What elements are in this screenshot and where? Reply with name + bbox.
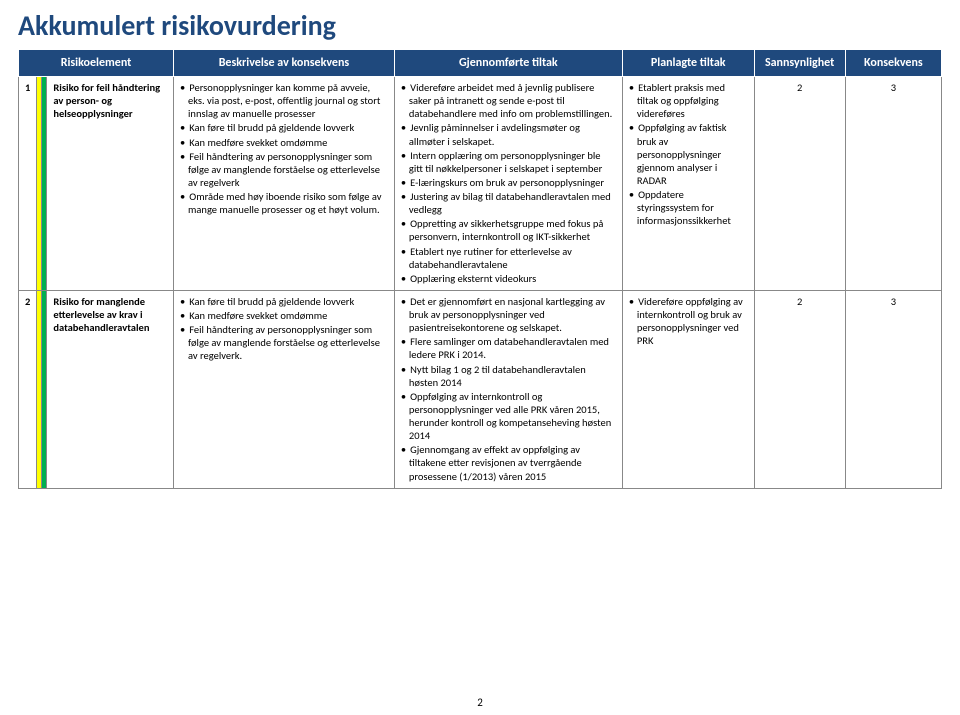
risk-element: Risiko for manglende etterlevelse av kra… <box>47 290 174 488</box>
plan-cell: Etablert praksis med tiltak og oppfølgin… <box>622 77 754 291</box>
list-item: Etablert nye rutiner for etterlevelse av… <box>401 245 616 271</box>
list-item: Feil håndtering av personopplysninger so… <box>180 150 388 189</box>
table-row: 1 Risiko for feil håndtering av person- … <box>19 77 942 291</box>
list-item: Oppfølging av faktisk bruk av personoppl… <box>629 121 748 187</box>
th-prob: Sannsynlighet <box>754 50 845 77</box>
done-cell: Det er gjennomført en nasjonal kartleggi… <box>394 290 622 488</box>
risk-table: Risikoelement Beskrivelse av konsekvens … <box>18 49 942 489</box>
cons-cell: 3 <box>845 290 941 488</box>
list-item: Personopplysninger kan komme på avveie, … <box>180 81 388 120</box>
list-item: Kan føre til brudd på gjeldende lovverk <box>180 295 388 308</box>
list-item: Jevnlig påminnelser i avdelingsmøter og … <box>401 121 616 147</box>
th-cons: Konsekvens <box>845 50 941 77</box>
page-container: Akkumulert risikovurdering Risikoelement… <box>0 0 960 715</box>
risk-element: Risiko for feil håndtering av person- og… <box>47 77 174 291</box>
row-index: 2 <box>19 290 37 488</box>
desc-cell: Personopplysninger kan komme på avveie, … <box>174 77 395 291</box>
list-item: Oppdatere styringssystem for informasjon… <box>629 188 748 227</box>
list-item: Kan medføre svekket omdømme <box>180 309 388 322</box>
list-item: Oppretting av sikkerhetsgruppe med fokus… <box>401 217 616 243</box>
list-item: E-læringskurs om bruk av personopplysnin… <box>401 176 616 189</box>
list-item: Kan føre til brudd på gjeldende lovverk <box>180 121 388 134</box>
row-index: 1 <box>19 77 37 291</box>
prob-cell: 2 <box>754 290 845 488</box>
plan-cell: Videreføre oppfølging av internkontroll … <box>622 290 754 488</box>
page-number: 2 <box>477 696 483 709</box>
table-body: 1 Risiko for feil håndtering av person- … <box>19 77 942 489</box>
list-item: Det er gjennomført en nasjonal kartleggi… <box>401 295 616 334</box>
th-risk: Risikoelement <box>19 50 174 77</box>
list-item: Feil håndtering av personopplysninger so… <box>180 323 388 362</box>
th-desc: Beskrivelse av konsekvens <box>174 50 395 77</box>
th-plan: Planlagte tiltak <box>622 50 754 77</box>
list-item: Opplæring eksternt videokurs <box>401 272 616 285</box>
list-item: Kan medføre svekket omdømme <box>180 136 388 149</box>
list-item: Etablert praksis med tiltak og oppfølgin… <box>629 81 748 120</box>
desc-cell: Kan føre til brudd på gjeldende lovverkK… <box>174 290 395 488</box>
prob-cell: 2 <box>754 77 845 291</box>
list-item: Videreføre arbeidet med å jevnlig publis… <box>401 81 616 120</box>
table-header: Risikoelement Beskrivelse av konsekvens … <box>19 50 942 77</box>
list-item: Oppfølging av internkontroll og personop… <box>401 390 616 443</box>
list-item: Gjennomgang av effekt av oppfølging av t… <box>401 443 616 482</box>
list-item: Intern opplæring om personopplysninger b… <box>401 149 616 175</box>
cons-cell: 3 <box>845 77 941 291</box>
list-item: Nytt bilag 1 og 2 til databehandleravtal… <box>401 363 616 389</box>
list-item: Videreføre oppfølging av internkontroll … <box>629 295 748 348</box>
table-row: 2 Risiko for manglende etterlevelse av k… <box>19 290 942 488</box>
list-item: Område med høy iboende risiko som følge … <box>180 190 388 216</box>
th-done: Gjennomførte tiltak <box>394 50 622 77</box>
page-title: Akkumulert risikovurdering <box>18 8 942 43</box>
list-item: Flere samlinger om databehandleravtalen … <box>401 335 616 361</box>
list-item: Justering av bilag til databehandleravta… <box>401 190 616 216</box>
done-cell: Videreføre arbeidet med å jevnlig publis… <box>394 77 622 291</box>
